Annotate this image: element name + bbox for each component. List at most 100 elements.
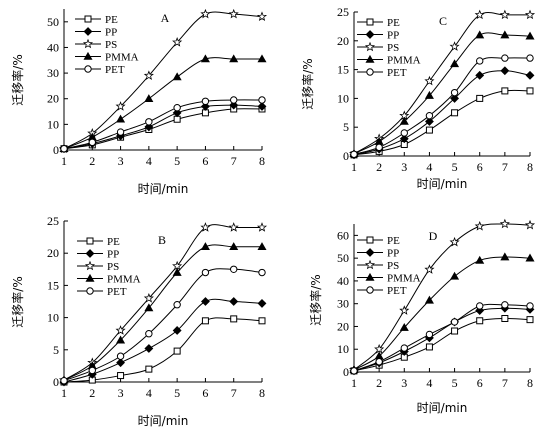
data-point-pet — [450, 318, 459, 326]
data-point-pmma — [399, 322, 409, 331]
data-point-pp — [450, 93, 459, 103]
legend-label: PET — [387, 285, 407, 297]
data-point-pet — [526, 54, 534, 62]
data-point-pet — [501, 54, 509, 62]
legend-marker — [366, 68, 374, 76]
data-point-pp — [500, 66, 510, 76]
legend-marker — [366, 18, 374, 26]
y-tick-label: 0 — [53, 143, 59, 157]
data-point-ps — [115, 325, 126, 335]
data-point-ps — [449, 41, 460, 51]
data-point-pe — [451, 109, 459, 117]
y-tick-label: 20 — [47, 246, 59, 260]
legend-label: PET — [387, 67, 407, 79]
data-point-pet — [88, 366, 96, 375]
legend-label: PE — [387, 235, 400, 247]
legend-marker — [366, 236, 374, 244]
legend-marker — [84, 15, 92, 23]
x-tick-label: 5 — [174, 154, 180, 168]
chart-panel-b: 1 2 3 4 5 6 7 8 0 5 10 15 20 25 时间/min 迁移率/% B PEPPPSPMMA… — [10, 214, 268, 428]
data-point-pmma — [257, 242, 267, 251]
data-point-ps — [399, 305, 410, 315]
data-point-pp — [229, 297, 239, 306]
y-tick-label: 10 — [47, 311, 59, 325]
y-tick-label: 15 — [337, 63, 349, 77]
y-tick-label: 25 — [47, 214, 59, 228]
data-point-pe — [526, 87, 534, 95]
data-point-pet — [60, 377, 68, 385]
data-point-pmma — [424, 295, 434, 304]
x-tick-label: 3 — [118, 154, 124, 168]
data-point-pmma — [200, 54, 210, 63]
y-tick-label: 20 — [47, 92, 59, 106]
data-point-pmma — [399, 116, 409, 125]
axis-frame — [63, 9, 262, 151]
x-tick-label: 7 — [502, 160, 508, 174]
data-point-pp — [229, 100, 239, 110]
legend-marker — [84, 65, 92, 73]
panel-label: D — [429, 229, 438, 243]
legend-marker — [364, 259, 376, 270]
data-point-pet — [350, 150, 358, 158]
legend-marker — [364, 41, 376, 52]
data-point-ps — [172, 37, 183, 47]
data-point-pp — [475, 70, 485, 80]
x-tick-label: 8 — [259, 154, 265, 168]
data-point-pet — [476, 302, 484, 310]
x-tick-label: 2 — [89, 386, 95, 400]
data-point-ps — [200, 222, 211, 232]
legend-marker — [85, 249, 95, 258]
legend-label: PP — [387, 248, 399, 260]
data-point-pp — [144, 122, 154, 132]
data-point-ps — [172, 260, 183, 271]
x-axis-label: 时间/min — [417, 177, 468, 191]
x-tick-label: 6 — [202, 154, 208, 168]
legend-label: PS — [107, 261, 119, 273]
legend-label: PET — [107, 286, 127, 298]
data-point-pet — [145, 330, 153, 338]
data-point-pe — [526, 316, 534, 324]
data-point-pet — [116, 128, 125, 136]
y-tick-label: 20 — [337, 34, 349, 48]
legend-label: PS — [105, 39, 117, 51]
x-tick-label: 6 — [202, 386, 208, 400]
legend-label: PMMA — [105, 52, 139, 64]
data-point-ps — [256, 222, 268, 232]
data-point-pe — [425, 343, 433, 351]
x-tick-label: 1 — [351, 376, 357, 390]
series-line-ps — [63, 11, 263, 150]
legend-marker — [86, 237, 94, 245]
data-point-pmma — [172, 267, 182, 276]
legend-label: PMMA — [387, 55, 421, 67]
y-tick-label: 40 — [47, 40, 59, 54]
x-tick-label: 2 — [376, 376, 382, 390]
x-axis-label: 时间/min — [138, 182, 189, 196]
y-tick-label: 30 — [337, 297, 349, 311]
data-point-pmma — [144, 94, 154, 103]
legend-marker — [84, 260, 96, 271]
data-point-pp — [144, 344, 154, 353]
y-tick-label: 0 — [343, 365, 349, 379]
y-tick-label: 20 — [337, 319, 349, 333]
y-tick-label: 25 — [337, 5, 349, 19]
data-point-ps — [524, 9, 536, 20]
data-point-pet — [173, 301, 181, 309]
data-point-ps — [200, 8, 211, 19]
legend-marker — [82, 38, 94, 49]
data-point-pp — [525, 70, 535, 80]
legend-label: PS — [387, 260, 399, 272]
y-tick-label: 0 — [343, 149, 349, 163]
data-point-pet — [230, 96, 238, 104]
legend-marker — [365, 272, 375, 281]
legend-label: PET — [105, 64, 125, 76]
y-tick-label: 15 — [47, 278, 59, 292]
legend-label: PP — [387, 30, 399, 42]
x-tick-label: 7 — [502, 376, 508, 390]
data-point-pet — [60, 145, 68, 153]
data-point-pet — [425, 111, 434, 120]
x-tick-label: 8 — [259, 386, 265, 400]
data-point-ps — [424, 75, 435, 86]
data-point-pp — [201, 297, 210, 306]
data-point-pe — [173, 347, 181, 355]
